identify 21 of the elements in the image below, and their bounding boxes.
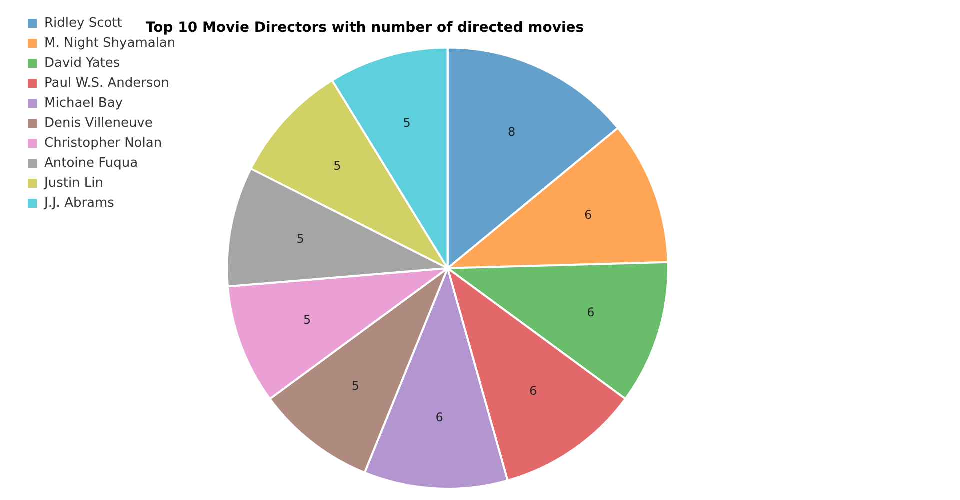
data-label: 5 xyxy=(403,116,411,130)
data-label: 6 xyxy=(587,305,595,320)
data-label: 6 xyxy=(529,384,538,398)
legend-label: Michael Bay xyxy=(44,96,124,111)
data-label: 5 xyxy=(334,158,342,173)
legend-label: M. Night Shyamalan xyxy=(44,36,176,51)
legend-label: Antoine Fuqua xyxy=(44,156,138,171)
legend-label: Denis Villeneuve xyxy=(44,116,153,131)
legend-label: Paul W.S. Anderson xyxy=(44,76,170,91)
legend-label: Christopher Nolan xyxy=(44,136,162,151)
data-label: 8 xyxy=(508,124,516,139)
data-label: 5 xyxy=(352,378,360,393)
data-label: 5 xyxy=(296,232,304,246)
legend-label: Ridley Scott xyxy=(44,16,122,31)
legend-label: David Yates xyxy=(44,56,120,71)
chart-title: Top 10 Movie Directors with number of directed movies xyxy=(146,20,584,36)
legend-label: Justin Lin xyxy=(44,176,104,191)
data-label: 6 xyxy=(436,410,444,424)
data-label: 5 xyxy=(304,313,312,328)
legend-label: J.J. Abrams xyxy=(44,196,115,211)
data-label: 6 xyxy=(584,208,592,222)
